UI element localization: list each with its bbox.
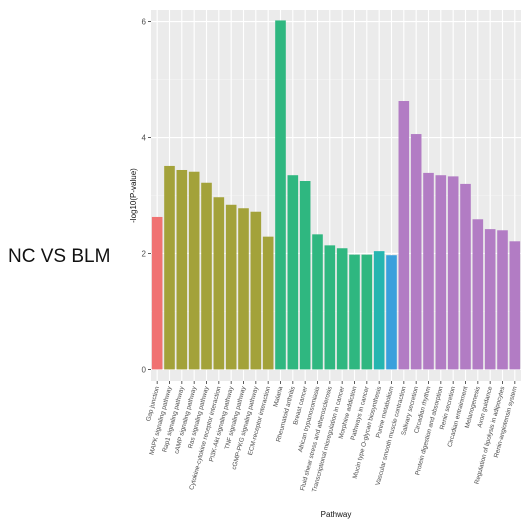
bar xyxy=(460,183,471,370)
bar xyxy=(250,211,262,370)
bar xyxy=(312,234,323,370)
bar xyxy=(423,172,434,370)
bar xyxy=(225,204,237,370)
bar xyxy=(262,236,274,370)
bar xyxy=(497,230,508,370)
y-tick-label: 4 xyxy=(142,134,147,143)
bar xyxy=(484,229,496,370)
bar xyxy=(213,197,225,370)
bar xyxy=(299,181,311,370)
bar xyxy=(398,101,410,370)
bar xyxy=(151,216,163,370)
bar xyxy=(275,20,286,370)
bar xyxy=(509,241,521,370)
bar xyxy=(410,134,422,370)
bars xyxy=(151,20,521,370)
bar xyxy=(201,182,212,370)
bar xyxy=(336,248,348,370)
bar xyxy=(373,251,385,370)
bar xyxy=(287,175,299,370)
bar xyxy=(361,254,373,370)
bar xyxy=(176,169,188,370)
bar xyxy=(472,219,484,370)
x-axis-title: Pathway xyxy=(321,510,352,519)
bar xyxy=(386,255,397,370)
y-tick-label: 2 xyxy=(142,249,147,258)
comparison-label: NC VS BLM xyxy=(8,246,111,267)
bar xyxy=(238,208,249,370)
y-axis: 0 2 4 6 xyxy=(142,18,151,374)
bar xyxy=(188,171,200,370)
x-tick-label: Malaria xyxy=(272,385,284,407)
y-axis-title: -log10(P-value) xyxy=(129,168,138,223)
bar xyxy=(349,254,360,370)
bar xyxy=(435,175,447,370)
bar xyxy=(447,176,459,370)
bar xyxy=(324,245,336,370)
y-tick-label: 0 xyxy=(142,365,147,374)
bar xyxy=(164,165,175,370)
y-tick-label: 6 xyxy=(142,18,147,27)
